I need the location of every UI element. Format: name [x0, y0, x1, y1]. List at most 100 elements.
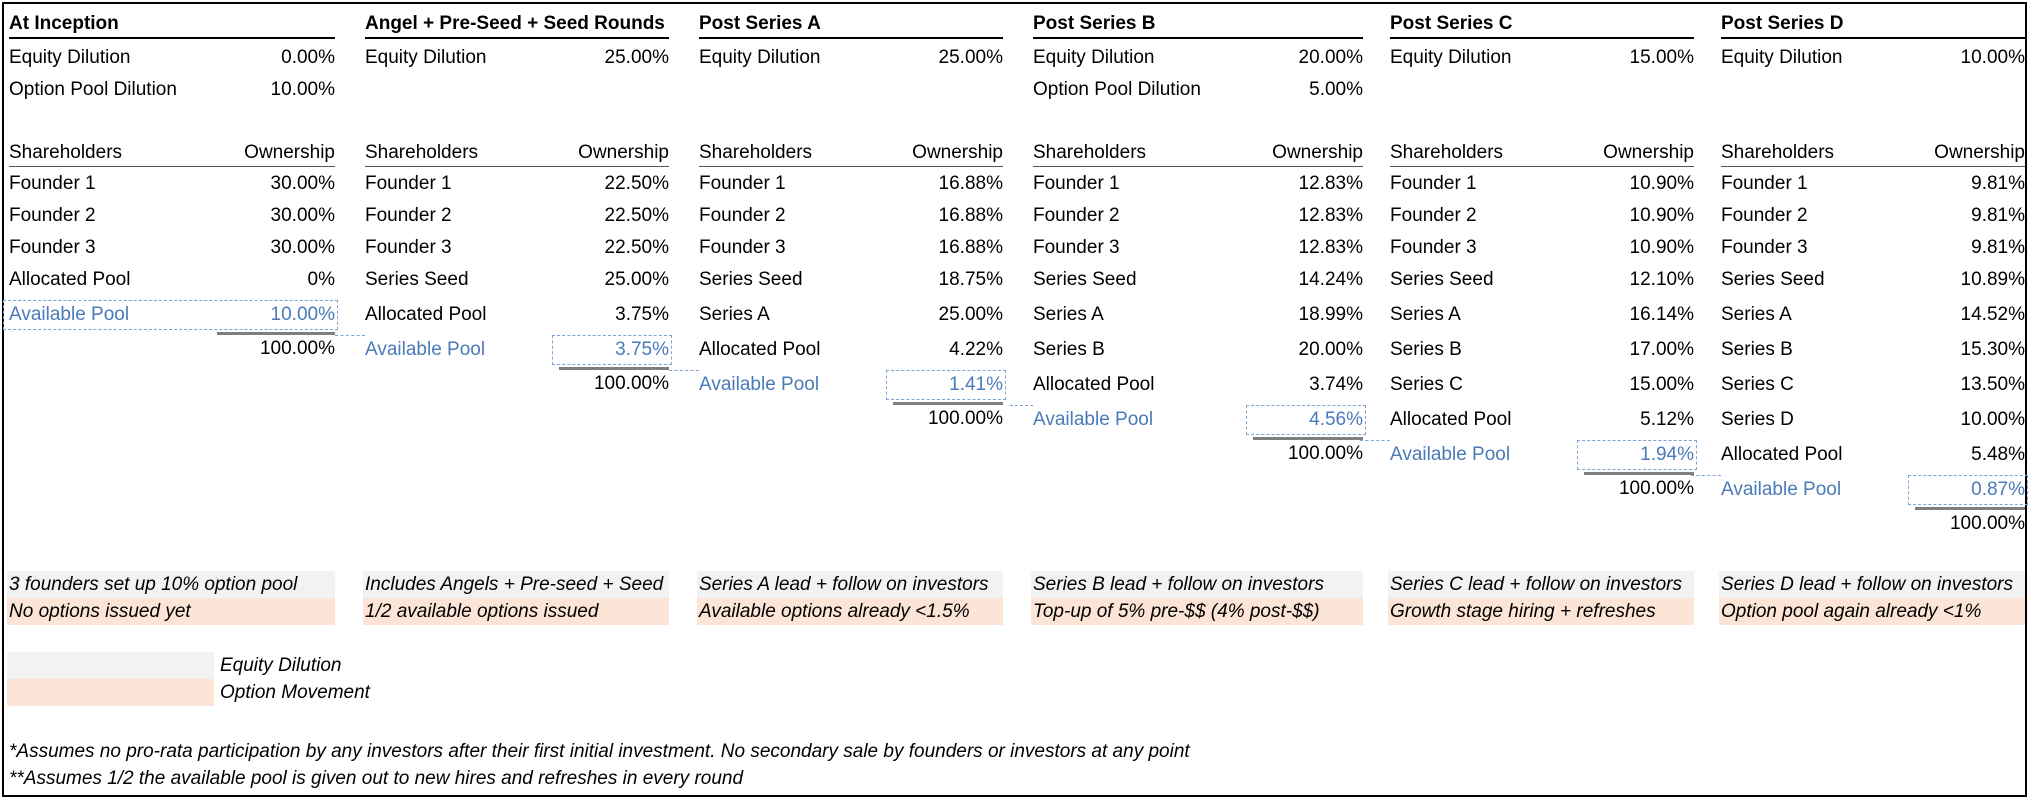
available-pool-value: 3.75%	[615, 339, 669, 360]
pool-dashed-box	[552, 335, 672, 365]
shareholder-ownership: 12.83%	[1298, 237, 1363, 258]
dilution-row: Option Pool Dilution 10.00%	[9, 77, 335, 103]
ownership-label: Ownership	[1934, 142, 2025, 163]
round-column: Post Series A Equity Dilution 25.00% Shareh…	[669, 0, 1006, 625]
available-pool-value: 10.00%	[270, 304, 335, 325]
shareholder-name: Founder 2	[1033, 205, 1120, 226]
dilution-row: Equity Dilution 25.00%	[365, 45, 669, 71]
shareholder-row: Founder 3 16.88%	[699, 235, 1003, 261]
shareholder-row: Allocated Pool 4.22%	[699, 337, 1003, 363]
dilution-label: Option Pool Dilution	[9, 79, 177, 100]
shareholder-name: Founder 3	[699, 237, 786, 258]
shareholder-row: Series C 15.00%	[1390, 372, 1694, 398]
dilution-row: Equity Dilution 15.00%	[1390, 45, 1694, 71]
shareholders-header: Shareholders Ownership	[365, 140, 669, 167]
shareholder-ownership: 30.00%	[270, 173, 335, 194]
total-ownership: 100.00%	[1949, 513, 2025, 534]
shareholder-ownership: 16.88%	[938, 205, 1003, 226]
shareholders-label: Shareholders	[365, 142, 479, 163]
shareholder-ownership: 10.90%	[1629, 173, 1694, 194]
equity-dilution-note: Series D lead + follow on investors	[1719, 571, 2025, 598]
shareholder-name: Series Seed	[1390, 269, 1494, 290]
shareholder-name: Founder 3	[1390, 237, 1477, 258]
shareholders-header: Shareholders Ownership	[9, 140, 335, 167]
shareholder-ownership: 22.50%	[604, 205, 669, 226]
shareholder-ownership: 9.81%	[1971, 237, 2025, 258]
equity-dilution-note: Series A lead + follow on investors	[697, 571, 1003, 598]
available-pool-value: 0.87%	[1971, 479, 2025, 500]
shareholder-row: Founder 1 10.90%	[1390, 171, 1694, 197]
shareholder-name: Series C	[1721, 374, 1794, 395]
dilution-value: 0.00%	[281, 47, 335, 68]
total-underline	[217, 332, 335, 335]
round-title: At Inception	[9, 11, 335, 39]
pool-dashed-box	[886, 370, 1006, 400]
available-pool-value: 1.94%	[1640, 444, 1694, 465]
total-ownership: 100.00%	[259, 338, 335, 359]
equity-dilution-note: Series C lead + follow on investors	[1388, 571, 1694, 598]
round-title: Post Series B	[1033, 11, 1363, 39]
shareholder-row: Founder 2 16.88%	[699, 203, 1003, 229]
dilution-row: Equity Dilution 0.00%	[9, 45, 335, 71]
shareholder-row: Founder 1 12.83%	[1033, 171, 1363, 197]
equity-legend-swatch	[7, 652, 214, 679]
ownership-label: Ownership	[912, 142, 1003, 163]
shareholder-row: Founder 2 10.90%	[1390, 203, 1694, 229]
round-title-text: Angel + Pre-Seed + Seed Rounds	[365, 13, 665, 34]
shareholder-name: Founder 2	[365, 205, 452, 226]
available-pool-label: Available Pool	[1390, 444, 1511, 465]
shareholder-ownership: 16.88%	[938, 237, 1003, 258]
shareholder-name: Series A	[1721, 304, 1792, 325]
shareholder-row: Series B 17.00%	[1390, 337, 1694, 363]
shareholders-label: Shareholders	[1390, 142, 1504, 163]
dilution-label: Equity Dilution	[365, 47, 487, 68]
shareholder-row: Series A 16.14%	[1390, 302, 1694, 328]
shareholder-ownership: 13.50%	[1960, 374, 2025, 395]
shareholder-ownership: 3.74%	[1309, 374, 1363, 395]
shareholder-name: Allocated Pool	[1390, 409, 1512, 430]
shareholder-name: Founder 3	[1033, 237, 1120, 258]
shareholder-ownership: 12.83%	[1298, 173, 1363, 194]
option-legend-swatch	[7, 679, 214, 706]
dilution-value: 25.00%	[604, 47, 669, 68]
total-underline	[1253, 437, 1363, 440]
pool-connector-line	[1360, 440, 1390, 443]
shareholder-ownership: 22.50%	[604, 173, 669, 194]
shareholder-row: Series C 13.50%	[1721, 372, 2025, 398]
shareholder-ownership: 25.00%	[604, 269, 669, 290]
shareholder-name: Series D	[1721, 409, 1794, 430]
shareholder-ownership: 3.75%	[615, 304, 669, 325]
available-pool-label: Available Pool	[9, 304, 130, 325]
shareholder-row: Founder 3 30.00%	[9, 235, 335, 261]
shareholder-row: Series B 20.00%	[1033, 337, 1363, 363]
round-title-text: Post Series B	[1033, 13, 1156, 34]
dilution-value: 20.00%	[1298, 47, 1363, 68]
shareholder-name: Allocated Pool	[365, 304, 487, 325]
shareholder-ownership: 30.00%	[270, 237, 335, 258]
shareholder-ownership: 10.00%	[1960, 409, 2025, 430]
shareholder-name: Founder 1	[1390, 173, 1477, 194]
shareholder-name: Series A	[1033, 304, 1104, 325]
total-underline	[559, 367, 669, 370]
shareholders-label: Shareholders	[9, 142, 123, 163]
round-title: Angel + Pre-Seed + Seed Rounds	[365, 11, 669, 39]
shareholder-ownership: 14.52%	[1960, 304, 2025, 325]
pool-connector-line	[669, 370, 699, 373]
total-ownership: 100.00%	[1618, 478, 1694, 499]
shareholder-name: Founder 1	[9, 173, 96, 194]
shareholder-ownership: 22.50%	[604, 237, 669, 258]
shareholder-ownership: 10.89%	[1960, 269, 2025, 290]
shareholder-row: Founder 2 9.81%	[1721, 203, 2025, 229]
shareholder-name: Series Seed	[365, 269, 469, 290]
shareholder-name: Series B	[1721, 339, 1793, 360]
shareholder-ownership: 25.00%	[938, 304, 1003, 325]
shareholder-ownership: 4.22%	[949, 339, 1003, 360]
shareholder-name: Allocated Pool	[9, 269, 131, 290]
shareholder-row: Series Seed 14.24%	[1033, 267, 1363, 293]
round-title: Post Series A	[699, 11, 1003, 39]
shareholder-name: Series A	[1390, 304, 1461, 325]
shareholder-ownership: 5.48%	[1971, 444, 2025, 465]
dilution-row: Equity Dilution 10.00%	[1721, 45, 2025, 71]
available-pool-row: Available Pool 10.00%	[9, 302, 335, 328]
round-title-text: Post Series A	[699, 13, 821, 34]
